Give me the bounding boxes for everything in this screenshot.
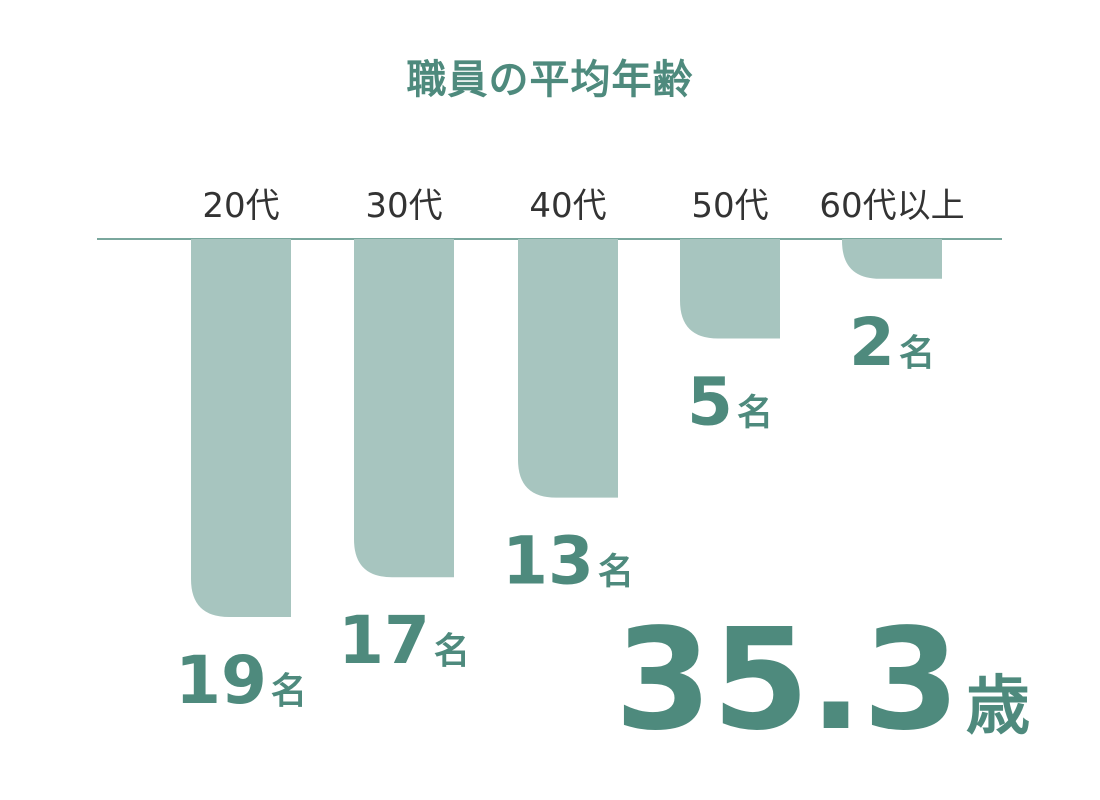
value-labels: 19 名 17 名 13 名 5 名 2 名: [175, 304, 935, 719]
bar-40代: [518, 239, 618, 498]
bar-30代: [354, 239, 454, 578]
average-age-number: 35.3: [615, 599, 960, 762]
average-age-value: 35.3歳: [615, 599, 1030, 762]
category-labels: 20代 30代 40代 50代 60代以上: [202, 186, 964, 226]
category-label-40代: 40代: [529, 186, 606, 226]
bar-series: [191, 239, 942, 617]
category-label-30代: 30代: [365, 186, 442, 226]
bar-20代: [191, 239, 291, 617]
bar-60代以上: [842, 239, 942, 279]
value-label-30代: 17 名: [338, 602, 470, 679]
category-label-20代: 20代: [202, 186, 279, 226]
value-label-40代: 13 名: [502, 523, 634, 600]
chart-title: 職員の平均年齢: [407, 57, 694, 103]
category-label-50代: 50代: [691, 186, 768, 226]
value-label-20代: 19 名: [175, 642, 307, 719]
category-label-60代以上: 60代以上: [819, 186, 964, 226]
bar-50代: [680, 239, 780, 339]
average-age-unit: 歳: [966, 670, 1030, 744]
